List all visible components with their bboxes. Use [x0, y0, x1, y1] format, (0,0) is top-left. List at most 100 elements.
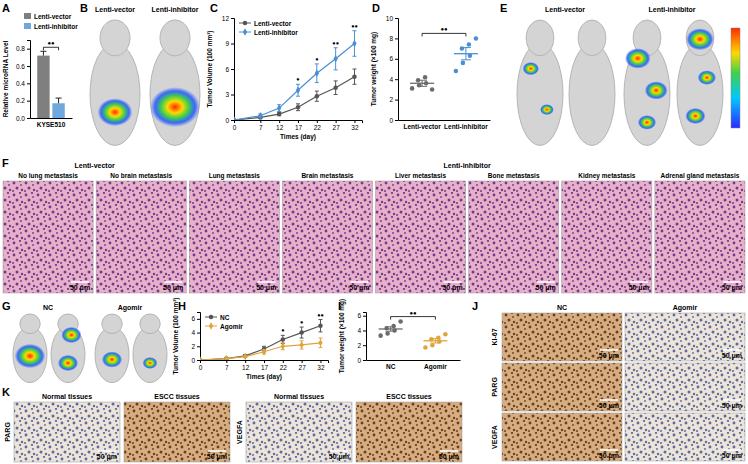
tick-label: 0: [357, 357, 361, 364]
scale-bar: [164, 281, 182, 283]
panel-label: A: [2, 2, 10, 14]
tick-label: 6: [191, 315, 195, 322]
axis-title: Relative microRNA Level: [2, 40, 9, 117]
tick-mark: [260, 120, 261, 123]
plot-area: [37, 51, 65, 118]
annotation: ●●: [332, 40, 339, 46]
plot-area: [234, 31, 357, 120]
error-bar: [417, 80, 427, 86]
background: [0, 0, 748, 464]
tick: 6: [357, 312, 366, 319]
tick-mark: [197, 333, 200, 334]
tick: 17: [261, 360, 269, 371]
tick-label: 2: [357, 342, 361, 349]
plot-area: [378, 319, 447, 349]
point: [443, 332, 448, 337]
scale-bar-label: 50 μm: [97, 453, 117, 461]
chart: A0.00.20.40.60.8Relative microRNA LevelK…: [2, 2, 78, 128]
scale-bar: [630, 281, 648, 283]
caption: Agomir: [673, 304, 698, 312]
tick: 10: [386, 15, 398, 22]
tick-mark: [302, 360, 303, 363]
tick-label: 7: [225, 364, 229, 371]
mouse-body: [569, 43, 615, 145]
tick: 4: [389, 76, 398, 83]
plot-area: [410, 36, 478, 92]
mouse-image: [13, 314, 47, 383]
micrograph: [376, 181, 466, 293]
caption: Brain metastasis: [301, 172, 353, 179]
micrograph: [655, 181, 745, 293]
bioluminescence: [98, 98, 133, 126]
scale-bar-label: 50 μm: [70, 284, 90, 292]
caption: Liver metastasis: [395, 172, 446, 179]
scale-bar: [257, 281, 275, 283]
tick-mark: [279, 120, 280, 123]
mouse-image: [90, 20, 140, 145]
tick-label: 0.4: [16, 80, 25, 87]
bioluminescence: [625, 48, 651, 69]
mouse-image: [51, 314, 85, 383]
error-bar: [334, 48, 338, 70]
axis-line: [367, 360, 461, 361]
axis-title: Tumor weight (×100 mg): [338, 299, 346, 373]
tick-label: 2: [389, 96, 393, 103]
axis-title: Tumor Volume (100 mm³): [172, 297, 180, 374]
scale-bar-label: 50 μm: [722, 452, 742, 460]
bioluminescence: [15, 344, 46, 368]
axis-line: [395, 19, 399, 121]
mouse-image: [133, 314, 167, 383]
scale-bar-label: 50 μm: [207, 453, 227, 461]
tick: 4: [357, 327, 366, 334]
tick: 6: [191, 315, 200, 322]
scale-bar: [208, 450, 226, 452]
tick: 0: [233, 120, 237, 131]
caption: Normal tissues: [42, 393, 92, 400]
micrograph: [562, 181, 652, 293]
tick: 32: [317, 360, 325, 371]
scale-bar: [351, 281, 369, 283]
point: [299, 341, 303, 348]
tick-mark: [234, 120, 235, 123]
error-bar: [296, 104, 300, 111]
tick-mark: [395, 79, 398, 80]
mouse-head: [526, 20, 554, 56]
tick-label: 32: [351, 124, 359, 131]
caption: Lenti-inhibitor: [444, 162, 491, 169]
tick-label: 6: [225, 66, 229, 73]
micrograph: [502, 313, 622, 361]
point: [391, 324, 396, 329]
annotation: ●: [315, 56, 318, 62]
chart: H0246Tumor Volume (100 mm³)071217222732T…: [172, 297, 329, 381]
scale-bar-label: 50 μm: [599, 402, 619, 410]
point: [281, 343, 285, 350]
tick-mark: [27, 118, 30, 119]
legend-swatch: [24, 13, 31, 19]
tick-label: 10: [386, 15, 394, 22]
tick: 0.2: [16, 97, 30, 104]
tick: Lenti-vector: [403, 120, 441, 130]
series-line: [234, 44, 354, 121]
tick: 0: [357, 357, 366, 364]
error-bar: [315, 91, 319, 101]
row-label: VEGFA: [491, 425, 498, 449]
scale-bar-label: 50 μm: [629, 284, 649, 292]
legend-item: Agomir: [205, 322, 243, 330]
tick: 6: [389, 55, 398, 62]
mouse-image: [517, 20, 563, 145]
tick-mark: [395, 38, 398, 39]
axis: KYSE510: [31, 118, 73, 128]
error-bar: [352, 31, 356, 57]
annotation: ●●: [351, 23, 358, 29]
tick-label: 6: [357, 312, 361, 319]
tick: 0: [225, 117, 234, 124]
significance-bracket: [43, 47, 58, 50]
caption: ESCC tissues: [386, 393, 432, 400]
caption: Kidney metastasis: [578, 172, 635, 180]
mouse-image: [95, 314, 129, 383]
point: [281, 337, 286, 342]
annotation: ●●: [317, 312, 324, 318]
point: [258, 112, 262, 119]
panel-label: D: [372, 2, 380, 14]
mouse-head: [102, 314, 122, 334]
